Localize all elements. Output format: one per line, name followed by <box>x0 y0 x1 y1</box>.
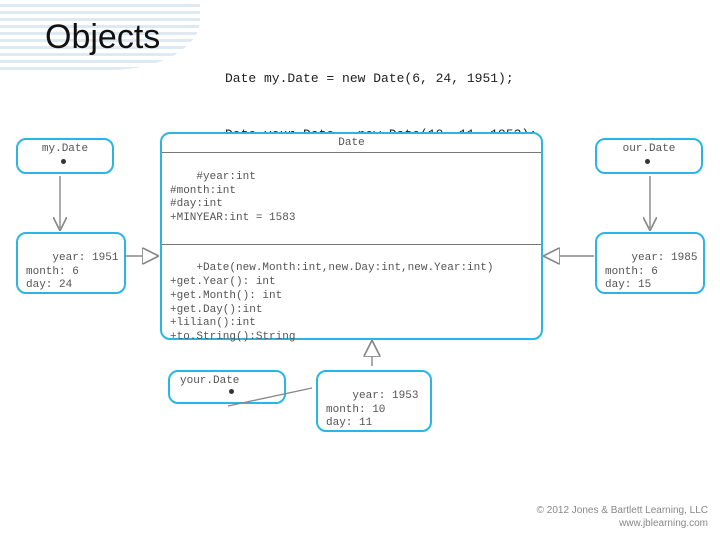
box-yourdate-label: your.Date <box>168 370 286 404</box>
class-title: Date <box>162 134 541 152</box>
code-line-1: Date my.Date = new Date(6, 24, 1951); <box>225 70 537 89</box>
box-ourdate-object: year: 1985 month: 6 day: 15 <box>595 232 705 294</box>
ourdate-label-text: our.Date <box>597 140 701 158</box>
page-title: Objects <box>45 18 160 57</box>
class-methods: +Date(new.Month:int,new.Day:int,new.Year… <box>162 245 541 363</box>
footer: © 2012 Jones & Bartlett Learning, LLC ww… <box>537 505 708 530</box>
footer-copyright: © 2012 Jones & Bartlett Learning, LLC <box>537 505 708 518</box>
ourdate-pointer-dot <box>645 159 650 164</box>
box-mydate-object: year: 1951 month: 6 day: 24 <box>16 232 126 294</box>
yourdate-label-text: your.Date <box>170 372 284 390</box>
box-date-class: Date #year:int #month:int #day:int +MINY… <box>160 132 543 340</box>
ourdate-object-fields: year: 1985 month: 6 day: 15 <box>597 234 703 311</box>
mydate-pointer-dot <box>61 159 66 164</box>
box-yourdate-object: year: 1953 month: 10 day: 11 <box>316 370 432 432</box>
mydate-label-text: my.Date <box>18 140 112 158</box>
box-ourdate-label: our.Date <box>595 138 703 174</box>
yourdate-pointer-dot <box>229 389 234 394</box>
mydate-object-fields: year: 1951 month: 6 day: 24 <box>18 234 124 311</box>
class-fields: #year:int #month:int #day:int +MINYEAR:i… <box>162 153 541 244</box>
footer-url: www.jblearning.com <box>537 518 708 531</box>
yourdate-object-fields: year: 1953 month: 10 day: 11 <box>318 372 430 449</box>
box-mydate-label: my.Date <box>16 138 114 174</box>
